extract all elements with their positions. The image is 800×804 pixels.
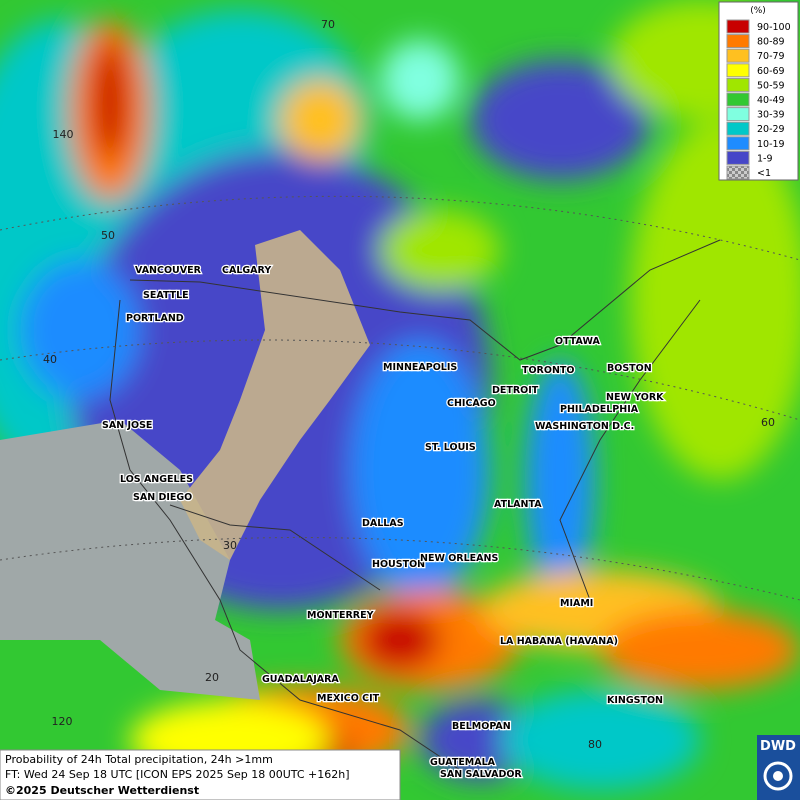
caption-line: ©2025 Deutscher Wetterdienst [5, 784, 199, 797]
legend-label: 60-69 [757, 66, 785, 77]
city-label: SAN SALVADOR [440, 769, 522, 780]
legend-label: 50-59 [757, 80, 785, 91]
legend-label: 30-39 [757, 110, 785, 121]
legend-swatch [726, 121, 750, 136]
legend-swatch [726, 107, 750, 122]
graticule-label: 40 [43, 353, 57, 366]
city-label: ST. LOUIS [425, 442, 476, 453]
city-label: SAN JOSE [102, 420, 152, 431]
logo-text: DWD [760, 739, 796, 754]
city-label: CHICAGO [447, 398, 496, 409]
legend-swatch [726, 92, 750, 107]
legend-swatch [726, 77, 750, 92]
graticule-label: 60 [761, 416, 775, 429]
legend-label: 20-29 [757, 124, 785, 135]
city-label: MINNEAPOLIS [383, 362, 457, 373]
legend-swatch [726, 19, 750, 34]
city-label: GUADALAJARA [262, 674, 339, 685]
city-label: OTTAWA [555, 336, 600, 347]
city-label: KINGSTON [607, 695, 663, 706]
city-label: SAN DIEGO [133, 492, 192, 503]
city-label: BOSTON [607, 363, 652, 374]
city-label: DALLAS [362, 518, 404, 529]
caption: Probability of 24h Total precipitation, … [0, 749, 401, 801]
city-label: MIAMI [560, 598, 593, 609]
legend-label: 40-49 [757, 95, 785, 106]
city-label: GUATEMALA [430, 757, 496, 768]
legend-label: 1-9 [757, 153, 773, 164]
graticule-label: 80 [588, 738, 602, 751]
graticule [0, 195, 800, 601]
terrain [180, 230, 370, 560]
city-label: LA HABANA (HAVANA) [500, 636, 618, 647]
city-label: BELMOPAN [452, 721, 511, 732]
graticule-label: 30 [223, 539, 237, 552]
city-label: HOUSTON [372, 559, 425, 570]
city-label: PHILADELPHIA [560, 404, 639, 415]
dry-ocean [0, 420, 260, 700]
city-label: TORONTO [522, 365, 574, 376]
city-label: MONTERREY [307, 610, 374, 621]
legend-swatch [726, 136, 750, 151]
legend-label: 10-19 [757, 139, 785, 150]
graticule-label: 20 [205, 671, 219, 684]
city-label: NEW ORLEANS [420, 553, 498, 564]
legend-swatch [726, 165, 750, 180]
legend-swatch [726, 34, 750, 49]
boundaries [109, 239, 721, 771]
logo: DWD [757, 735, 800, 800]
graticule-label: 50 [101, 229, 115, 242]
city-label: PORTLAND [126, 313, 184, 324]
graticule-label: 140 [53, 128, 74, 141]
legend-label: 80-89 [757, 37, 785, 48]
legend-swatch [726, 48, 750, 63]
city-label: WASHINGTON D.C. [535, 421, 634, 432]
legend-swatch [726, 63, 750, 78]
city-label: LOS ANGELES [120, 474, 193, 485]
legend-label: 90-100 [757, 22, 791, 33]
legend: (%) 90-100 80-89 70-79 60-69 50-59 40-49 30-39… [718, 1, 799, 181]
city-label: NEW YORK [606, 392, 664, 403]
city-label: SEATTLE [143, 290, 189, 301]
graticule-label: 70 [321, 18, 335, 31]
legend-label: 70-79 [757, 51, 785, 62]
legend-label: <1 [757, 168, 771, 179]
city-label: CALGARY [222, 265, 271, 276]
city-label: DETROIT [492, 385, 539, 396]
city-label: ATLANTA [494, 499, 542, 510]
legend-swatch [726, 150, 750, 165]
city-label: MEXICO CIT [317, 693, 380, 704]
legend-title: (%) [750, 6, 766, 16]
caption-line: Probability of 24h Total precipitation, … [5, 753, 273, 766]
caption-line: FT: Wed 24 Sep 18 UTC [ICON EPS 2025 Sep… [5, 768, 350, 781]
graticule-label: 120 [52, 715, 73, 728]
city-label: VANCOUVER [135, 265, 202, 276]
